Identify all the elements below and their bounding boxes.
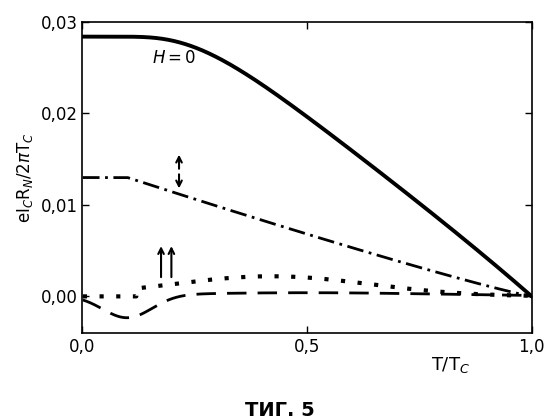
Text: $H=0$: $H=0$ (152, 50, 197, 67)
X-axis label: T/T$_C$: T/T$_C$ (431, 355, 470, 375)
Text: ΤИГ. 5: ΤИГ. 5 (245, 401, 315, 420)
Y-axis label: eI$_C$R$_N$/2$\pi$T$_C$: eI$_C$R$_N$/2$\pi$T$_C$ (15, 132, 35, 223)
